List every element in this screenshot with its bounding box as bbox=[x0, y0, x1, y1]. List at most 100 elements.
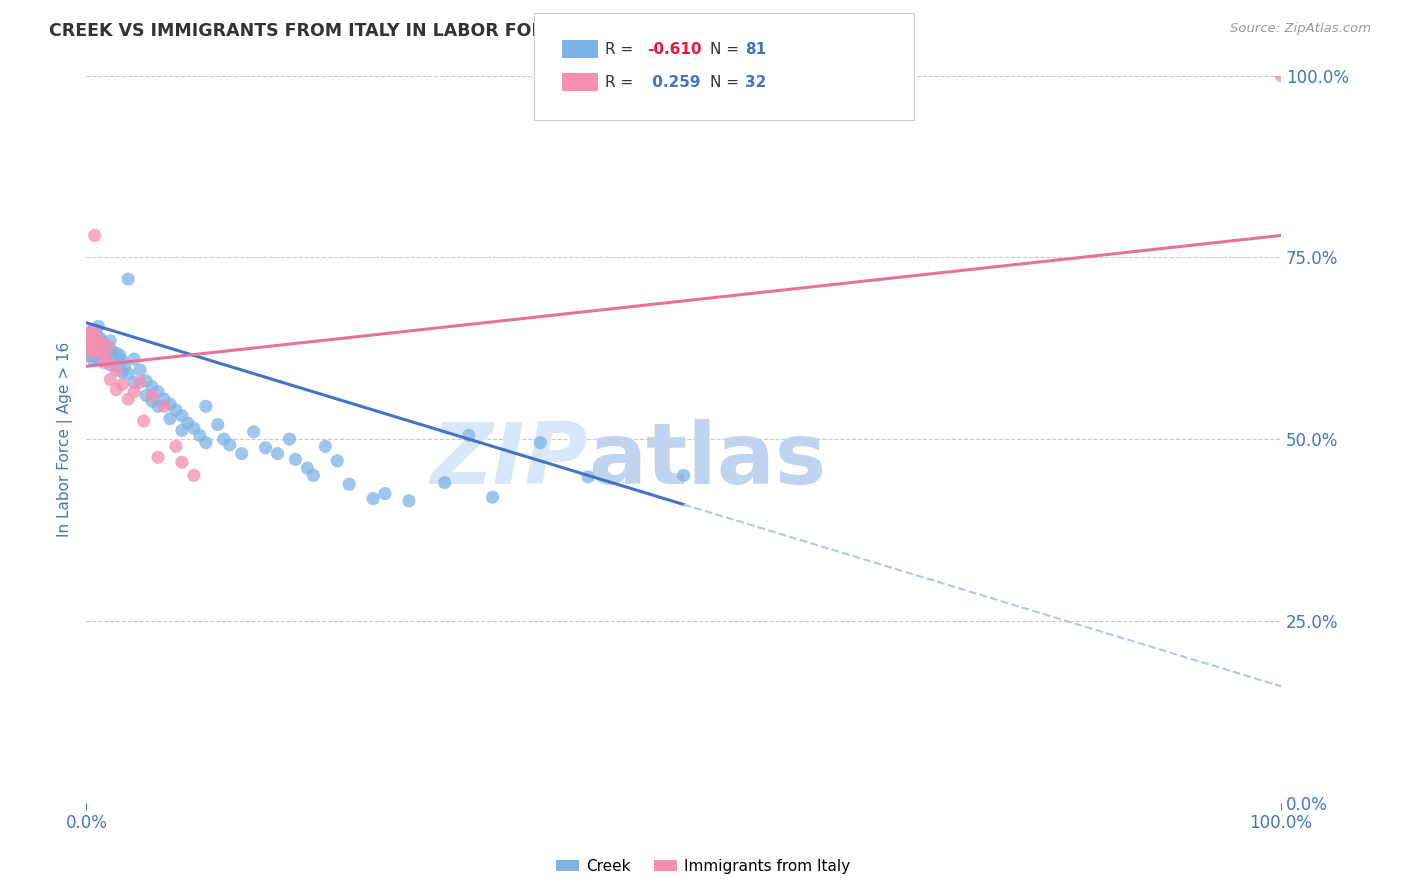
Point bbox=[82, 323, 104, 337]
Point bbox=[83, 337, 105, 351]
Point bbox=[91, 347, 114, 361]
Text: Source: ZipAtlas.com: Source: ZipAtlas.com bbox=[1230, 22, 1371, 36]
Point bbox=[231, 447, 253, 461]
Point bbox=[82, 352, 104, 367]
Point bbox=[114, 359, 136, 374]
Point bbox=[87, 344, 110, 359]
Point bbox=[135, 374, 157, 388]
Point bbox=[98, 358, 121, 372]
Point bbox=[87, 330, 110, 344]
Point bbox=[98, 372, 121, 386]
Point bbox=[398, 494, 420, 508]
Point bbox=[146, 400, 169, 414]
Text: 32: 32 bbox=[745, 75, 766, 89]
Point bbox=[83, 341, 105, 355]
Point bbox=[170, 455, 193, 469]
Point bbox=[297, 461, 319, 475]
Point bbox=[278, 432, 301, 446]
Point bbox=[86, 339, 108, 353]
Point bbox=[98, 356, 121, 370]
Point bbox=[97, 354, 120, 368]
Point bbox=[337, 477, 360, 491]
Point bbox=[83, 339, 105, 353]
Point bbox=[94, 351, 117, 365]
Point bbox=[90, 343, 112, 358]
Point bbox=[326, 454, 349, 468]
Point bbox=[82, 344, 104, 359]
Point bbox=[97, 339, 120, 353]
Text: R =: R = bbox=[605, 75, 638, 89]
Point bbox=[177, 416, 200, 430]
Point bbox=[98, 346, 121, 360]
Point bbox=[135, 388, 157, 402]
Point bbox=[91, 336, 114, 351]
Point bbox=[153, 392, 176, 406]
Point bbox=[212, 432, 235, 446]
Point bbox=[141, 394, 163, 409]
Text: ZIP: ZIP bbox=[430, 419, 588, 502]
Point bbox=[183, 421, 205, 435]
Point bbox=[83, 326, 105, 341]
Point bbox=[266, 447, 288, 461]
Point bbox=[84, 346, 107, 360]
Point bbox=[84, 330, 107, 344]
Point bbox=[141, 380, 163, 394]
Point bbox=[93, 356, 115, 370]
Point bbox=[165, 439, 187, 453]
Point bbox=[79, 336, 101, 351]
Point bbox=[105, 363, 128, 377]
Point bbox=[207, 417, 229, 432]
Point bbox=[159, 411, 181, 425]
Point bbox=[83, 328, 105, 343]
Point bbox=[84, 323, 107, 337]
Point bbox=[101, 344, 124, 359]
Point bbox=[146, 450, 169, 465]
Point bbox=[111, 377, 134, 392]
Point bbox=[105, 359, 128, 374]
Point bbox=[170, 423, 193, 437]
Point bbox=[254, 441, 277, 455]
Point bbox=[117, 392, 139, 406]
Legend: Creek, Immigrants from Italy: Creek, Immigrants from Italy bbox=[550, 853, 856, 880]
Point bbox=[122, 384, 145, 399]
Point bbox=[111, 365, 134, 379]
Point bbox=[1270, 69, 1292, 83]
Point bbox=[165, 403, 187, 417]
Point bbox=[188, 428, 211, 442]
Point bbox=[94, 339, 117, 353]
Point bbox=[93, 346, 115, 360]
Point bbox=[79, 326, 101, 341]
Point bbox=[146, 384, 169, 399]
Point bbox=[361, 491, 384, 506]
Y-axis label: In Labor Force | Age > 16: In Labor Force | Age > 16 bbox=[58, 342, 73, 537]
Point bbox=[87, 319, 110, 334]
Point bbox=[87, 334, 110, 348]
Point bbox=[141, 388, 163, 402]
Point bbox=[122, 352, 145, 367]
Point bbox=[457, 428, 479, 442]
Point bbox=[314, 439, 336, 453]
Text: atlas: atlas bbox=[588, 419, 827, 502]
Point bbox=[433, 475, 456, 490]
Text: 81: 81 bbox=[745, 42, 766, 56]
Point bbox=[129, 376, 152, 390]
Point bbox=[105, 346, 128, 360]
Point bbox=[576, 470, 599, 484]
Point bbox=[79, 341, 101, 355]
Point bbox=[218, 438, 240, 452]
Point bbox=[90, 336, 112, 351]
Point bbox=[117, 272, 139, 286]
Point bbox=[90, 332, 112, 346]
Point bbox=[194, 400, 217, 414]
Point bbox=[83, 228, 105, 243]
Point bbox=[80, 332, 103, 346]
Point bbox=[183, 468, 205, 483]
Text: R =: R = bbox=[605, 42, 638, 56]
Text: N =: N = bbox=[710, 75, 744, 89]
Point bbox=[117, 367, 139, 381]
Point bbox=[82, 334, 104, 348]
Point bbox=[111, 353, 134, 368]
Point bbox=[170, 409, 193, 423]
Point bbox=[159, 397, 181, 411]
Point bbox=[82, 344, 104, 359]
